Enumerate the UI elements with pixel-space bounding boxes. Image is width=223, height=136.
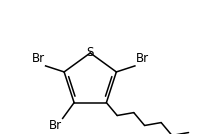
Text: Br: Br [136, 52, 149, 65]
Text: Br: Br [32, 52, 45, 65]
Text: Br: Br [49, 119, 62, 132]
Text: S: S [87, 47, 94, 59]
